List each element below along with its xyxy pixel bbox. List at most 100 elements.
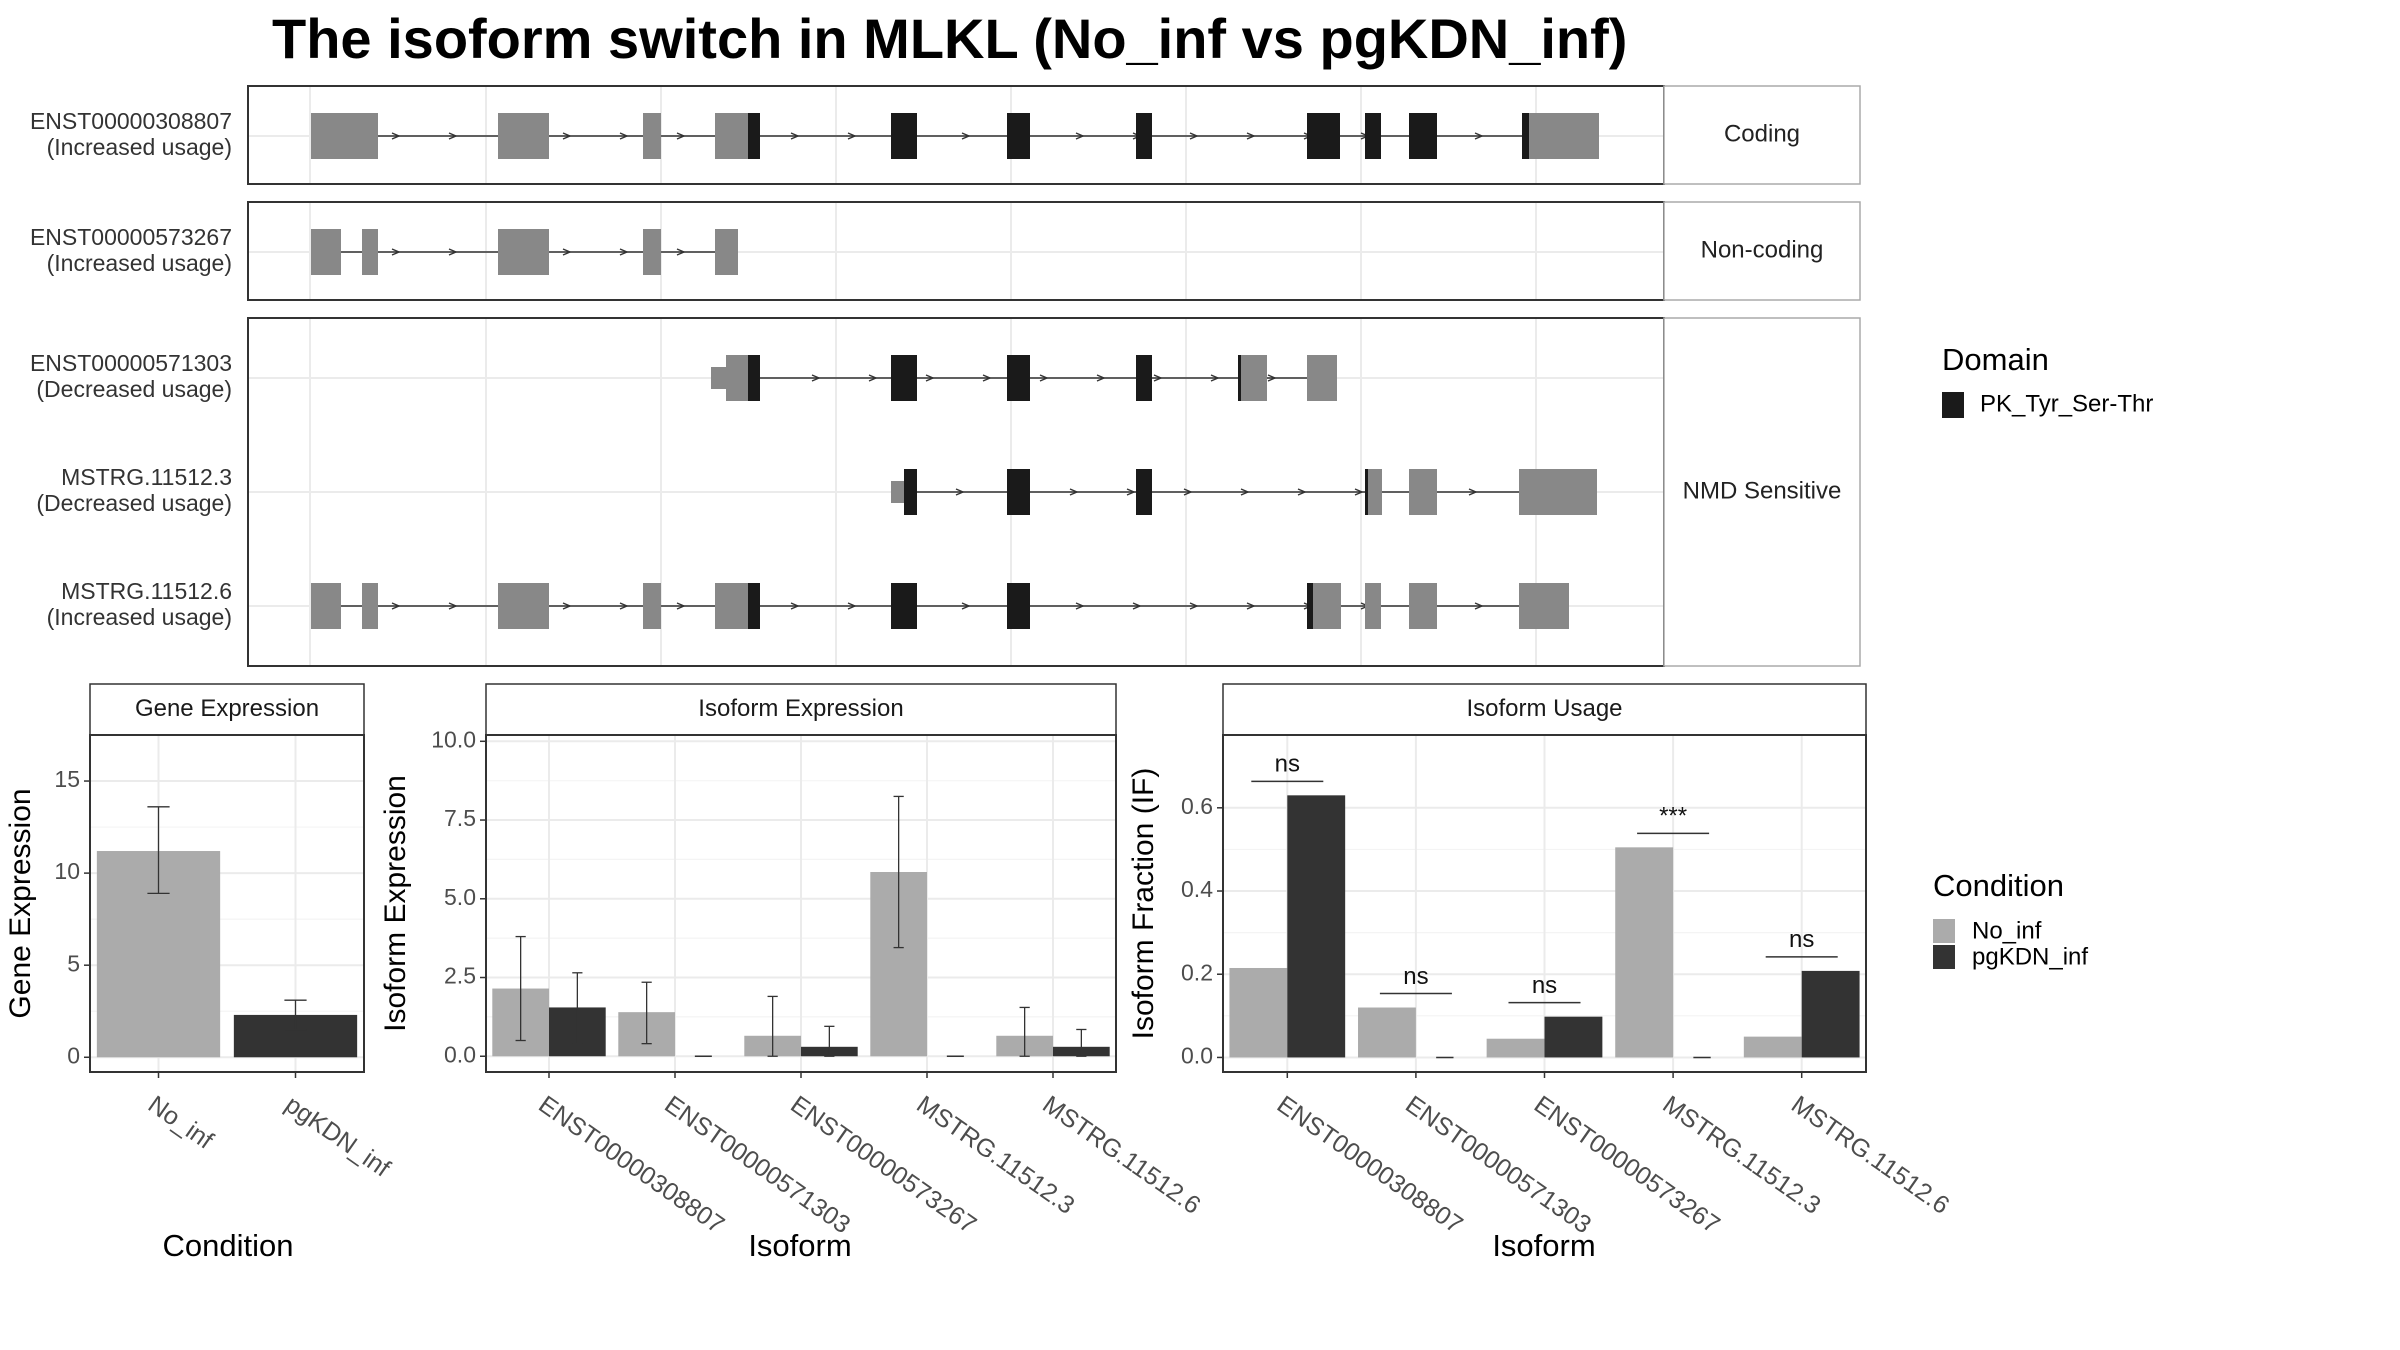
transcript-id-label: ENST00000571303	[30, 350, 232, 376]
exon-coding-domain	[1307, 583, 1313, 629]
legends: Domain PK_Tyr_Ser-Thr Condition No_infpgKDN…	[1933, 342, 2153, 970]
bar	[1358, 1007, 1416, 1058]
direction-arrow	[868, 374, 878, 382]
exon-coding-domain	[1007, 469, 1030, 515]
bar-charts: Gene Expression 0 5 10 15 No_inf pgKDN_inf Cond…	[4, 683, 1954, 1263]
direction-arrow	[391, 602, 401, 610]
figure-title: The isoform switch in MLKL (No_inf vs pg…	[272, 7, 1627, 70]
y-tick-label: 10.0	[431, 726, 476, 752]
exon-utr	[1313, 583, 1319, 629]
y-tick-label: 5.0	[444, 884, 476, 910]
significance-label: ns	[1532, 972, 1557, 999]
x-tick-label: pgKDN_inf	[280, 1090, 395, 1182]
direction-arrow	[448, 132, 458, 140]
direction-arrow	[391, 132, 401, 140]
exon-utr	[1534, 113, 1599, 159]
transcript-usage-label: (Increased usage)	[47, 134, 232, 160]
exon-utr	[643, 113, 661, 159]
exon-coding-domain	[1409, 113, 1437, 159]
exon-coding-domain	[1238, 355, 1241, 401]
structure-panel-0: ENST00000308807(Increased usage) Coding	[30, 85, 1861, 185]
significance-label: ns	[1403, 963, 1428, 990]
bar	[1743, 1036, 1802, 1058]
exon-utr	[311, 113, 378, 159]
direction-arrow	[1210, 374, 1220, 382]
direction-arrow	[847, 602, 857, 610]
direction-arrow	[1153, 374, 1163, 382]
direction-arrow	[1189, 602, 1199, 610]
direction-arrow	[811, 374, 821, 382]
direction-arrow	[1132, 602, 1142, 610]
exon-coding-domain	[891, 113, 917, 159]
transcript-usage-label: (Increased usage)	[47, 250, 232, 276]
direction-arrow	[790, 132, 800, 140]
y-tick-label: 0.0	[1181, 1043, 1213, 1069]
exon-coding-domain	[748, 113, 760, 159]
exon-coding-domain	[1307, 113, 1340, 159]
x-axis-title: Condition	[163, 1228, 294, 1263]
x-axis-title: Isoform	[1492, 1228, 1595, 1263]
exon-utr	[891, 481, 904, 503]
direction-arrow	[619, 132, 629, 140]
exon-utr	[311, 583, 341, 629]
direction-arrow	[1075, 602, 1085, 610]
strip-label: NMD Sensitive	[1683, 477, 1842, 504]
transcript-id-label: ENST00000573267	[30, 224, 232, 250]
exon-coding-domain	[748, 583, 760, 629]
direction-arrow	[847, 132, 857, 140]
direction-arrow	[961, 132, 971, 140]
direction-arrow	[1039, 374, 1049, 382]
exon-coding-domain	[1136, 355, 1152, 401]
direction-arrow	[1297, 488, 1307, 496]
domain-legend-swatch	[1942, 392, 1964, 418]
direction-arrow	[391, 248, 401, 256]
chart-0: Gene Expression 0 5 10 15 No_inf pgKDN_inf Cond…	[4, 683, 395, 1263]
exon-utr	[498, 229, 549, 275]
bar	[1287, 795, 1346, 1058]
direction-arrow	[562, 132, 572, 140]
exon-utr	[1365, 583, 1381, 629]
chart-title: Isoform Expression	[698, 695, 903, 722]
significance-label: ***	[1659, 803, 1687, 830]
transcript-structure-panels: ENST00000308807(Increased usage) Coding EN…	[30, 85, 1861, 667]
bar	[1486, 1038, 1545, 1058]
exon-utr	[715, 113, 748, 159]
transcript-model	[711, 355, 1337, 401]
direction-arrow	[676, 248, 686, 256]
facet-strip	[485, 683, 1117, 736]
y-axis-title: Isoform Expression	[379, 775, 412, 1032]
y-axis-title: Gene Expression	[4, 788, 37, 1018]
chart-1: Isoform Expression0.02.55.07.510.0ENST00…	[379, 683, 1206, 1263]
y-tick-label: 0.0	[444, 1041, 476, 1067]
exon-utr	[643, 229, 661, 275]
exon-utr	[311, 229, 341, 275]
y-tick-label: 0	[67, 1042, 80, 1068]
strip-label: Non-coding	[1701, 236, 1824, 263]
direction-arrow	[1240, 488, 1250, 496]
transcript-model	[311, 229, 738, 275]
facet-strip	[1222, 683, 1867, 736]
direction-arrow	[562, 248, 572, 256]
exon-utr	[1519, 583, 1569, 629]
direction-arrow	[1069, 488, 1079, 496]
condition-legend-title: Condition	[1933, 868, 2064, 903]
exon-utr	[1529, 113, 1534, 159]
exon-coding-domain	[1365, 469, 1368, 515]
exon-utr	[715, 583, 748, 629]
direction-arrow	[676, 602, 686, 610]
y-tick-label: 0.2	[1181, 959, 1213, 985]
y-axis-title: Isoform Fraction (IF)	[1127, 768, 1160, 1040]
condition-legend-label: pgKDN_inf	[1972, 943, 2088, 970]
exon-utr	[1409, 469, 1414, 515]
direction-arrow	[1126, 488, 1136, 496]
exon-coding-domain	[1007, 113, 1030, 159]
transcript-model	[311, 583, 1569, 629]
direction-arrow	[1468, 488, 1478, 496]
condition-legend-label: No_inf	[1972, 917, 2042, 944]
y-tick-label: 0.6	[1181, 793, 1213, 819]
transcript-model	[311, 113, 1599, 159]
exon-utr	[362, 229, 378, 275]
exon-utr	[726, 355, 748, 401]
exon-utr	[1368, 469, 1382, 515]
direction-arrow	[1267, 374, 1277, 382]
